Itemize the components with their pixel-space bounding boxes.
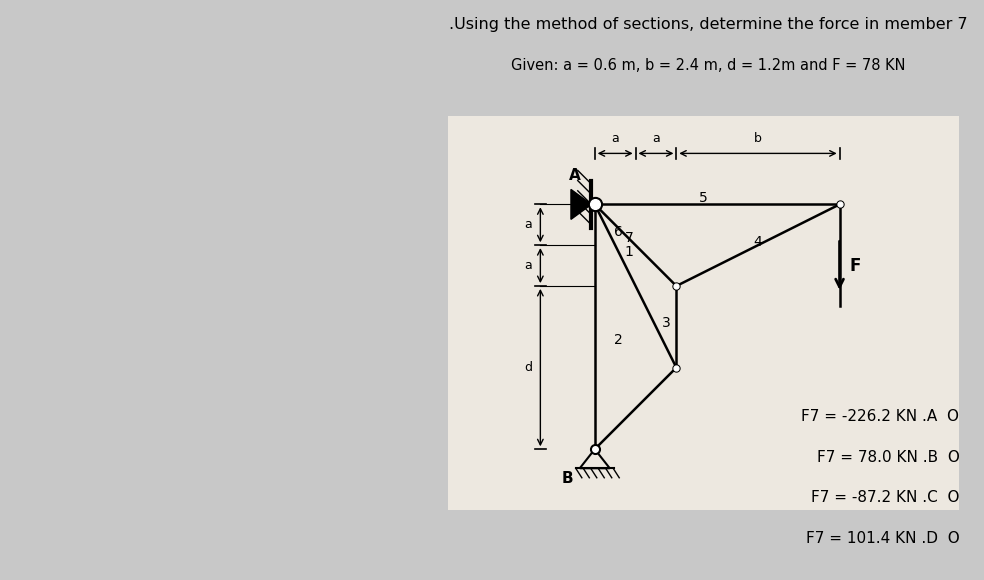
Text: .Using the method of sections, determine the force in member 7: .Using the method of sections, determine… xyxy=(449,17,968,32)
Text: 2: 2 xyxy=(614,334,623,347)
Text: F7 = 78.0 KN .B  O: F7 = 78.0 KN .B O xyxy=(817,450,959,465)
Text: F7 = -226.2 KN .A  O: F7 = -226.2 KN .A O xyxy=(801,409,959,424)
Text: B: B xyxy=(562,471,573,486)
Text: a: a xyxy=(611,132,619,145)
Text: b: b xyxy=(754,132,762,145)
Text: a: a xyxy=(524,218,532,231)
Text: d: d xyxy=(524,361,532,374)
Text: 6: 6 xyxy=(614,224,623,238)
Text: 5: 5 xyxy=(700,191,707,205)
Text: 7: 7 xyxy=(625,231,633,245)
Polygon shape xyxy=(571,190,591,219)
Text: A: A xyxy=(569,168,581,183)
Text: 3: 3 xyxy=(662,317,670,331)
Text: a: a xyxy=(652,132,660,145)
Text: a: a xyxy=(524,259,532,272)
Text: 4: 4 xyxy=(754,235,763,249)
Text: 1: 1 xyxy=(624,245,633,259)
Text: F: F xyxy=(850,256,861,274)
Text: Given: a = 0.6 m, b = 2.4 m, d = 1.2m and F = 78 KN: Given: a = 0.6 m, b = 2.4 m, d = 1.2m an… xyxy=(512,58,905,73)
Text: F7 = 101.4 KN .D  O: F7 = 101.4 KN .D O xyxy=(806,531,959,546)
Text: F7 = -87.2 KN .C  O: F7 = -87.2 KN .C O xyxy=(811,490,959,505)
